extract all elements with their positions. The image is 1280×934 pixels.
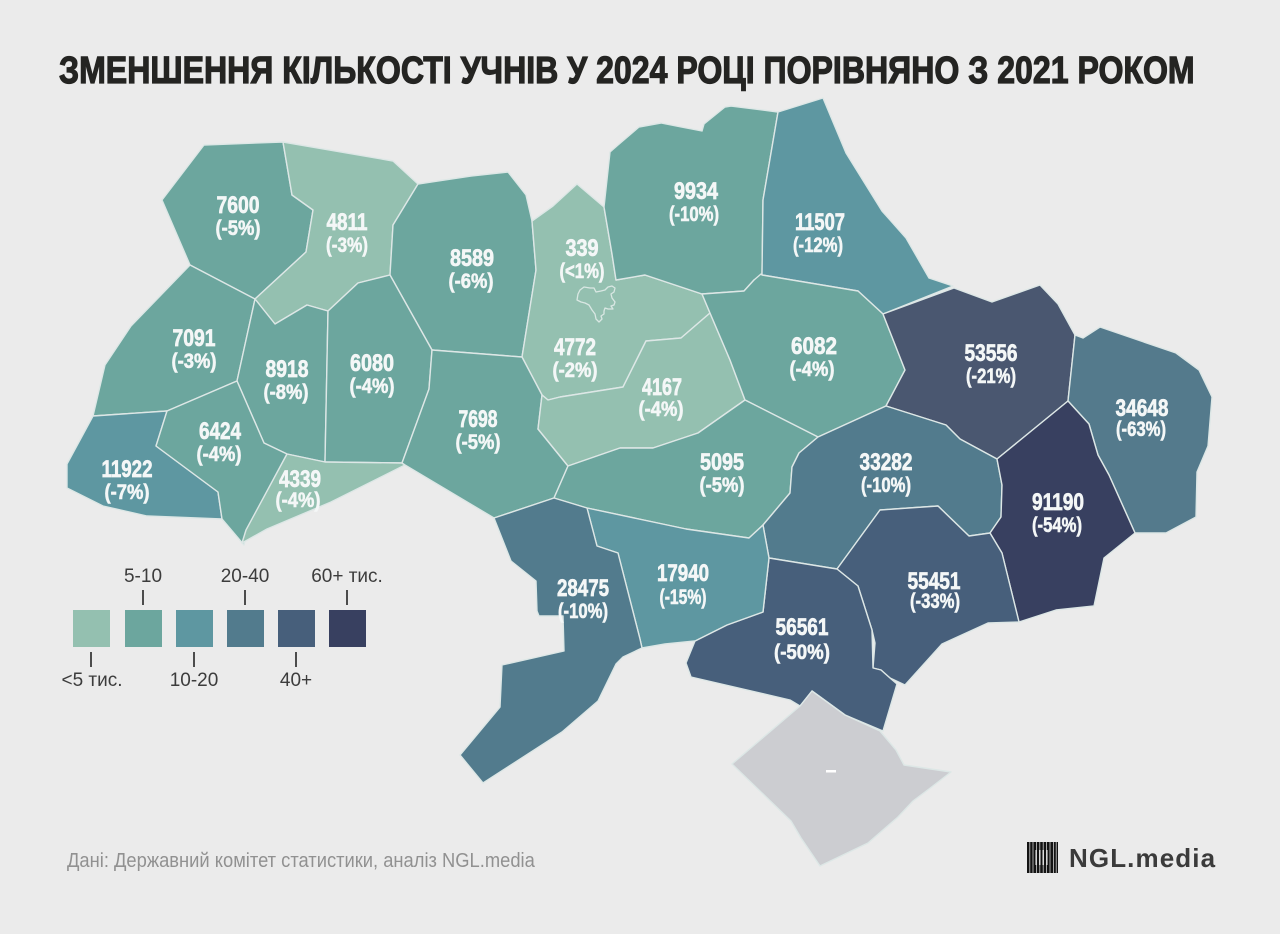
svg-text:6080: 6080	[350, 350, 394, 377]
svg-text:(-5%): (-5%)	[216, 217, 261, 240]
svg-text:(-50%): (-50%)	[774, 641, 830, 664]
svg-text:(-10%): (-10%)	[669, 203, 719, 226]
svg-text:4772: 4772	[554, 334, 596, 361]
svg-text:(-5%): (-5%)	[700, 474, 745, 497]
svg-text:4339: 4339	[279, 466, 321, 493]
svg-text:(-3%): (-3%)	[326, 234, 368, 257]
svg-text:(-10%): (-10%)	[558, 600, 608, 623]
svg-text:11507: 11507	[795, 209, 845, 236]
svg-text:339: 339	[566, 235, 599, 262]
svg-text:(-4%): (-4%)	[639, 398, 684, 421]
svg-text:(-3%): (-3%)	[172, 350, 217, 373]
svg-text:(-33%): (-33%)	[910, 590, 960, 613]
svg-text:(-8%): (-8%)	[264, 381, 309, 404]
svg-text:56561: 56561	[776, 614, 829, 641]
svg-text:17940: 17940	[657, 560, 709, 587]
svg-text:(-4%): (-4%)	[197, 443, 242, 466]
svg-text:(-4%): (-4%)	[790, 358, 835, 381]
svg-text:7091: 7091	[173, 325, 216, 352]
svg-text:53556: 53556	[965, 340, 1018, 367]
svg-text:(-21%): (-21%)	[966, 365, 1016, 388]
svg-text:(-7%): (-7%)	[105, 481, 150, 504]
svg-text:8589: 8589	[450, 245, 494, 272]
svg-text:(-6%): (-6%)	[449, 270, 494, 293]
svg-text:33282: 33282	[860, 449, 913, 476]
svg-text:(-15%): (-15%)	[660, 586, 707, 609]
svg-text:28475: 28475	[557, 575, 609, 602]
svg-text:8918: 8918	[266, 356, 309, 383]
svg-text:(-4%): (-4%)	[276, 489, 321, 512]
svg-text:(-10%): (-10%)	[861, 474, 911, 497]
svg-text:(-54%): (-54%)	[1032, 514, 1082, 537]
svg-text:(-12%): (-12%)	[793, 234, 843, 257]
svg-text:7698: 7698	[459, 406, 498, 433]
svg-text:7600: 7600	[217, 192, 260, 219]
svg-text:(-4%): (-4%)	[350, 375, 395, 398]
svg-text:(<1%): (<1%)	[560, 260, 605, 283]
svg-text:9934: 9934	[674, 178, 719, 205]
svg-text:4811: 4811	[327, 209, 368, 236]
svg-text:4167: 4167	[642, 374, 682, 401]
svg-text:6082: 6082	[791, 333, 837, 360]
svg-text:11922: 11922	[102, 456, 153, 483]
svg-text:(-2%): (-2%)	[553, 359, 598, 382]
svg-text:55451: 55451	[908, 568, 961, 595]
svg-text:6424: 6424	[199, 418, 242, 445]
svg-text:(-63%): (-63%)	[1116, 418, 1166, 441]
svg-text:34648: 34648	[1116, 395, 1169, 422]
svg-text:5095: 5095	[700, 449, 744, 476]
svg-text:(-5%): (-5%)	[456, 431, 501, 454]
svg-text:91190: 91190	[1032, 489, 1084, 516]
